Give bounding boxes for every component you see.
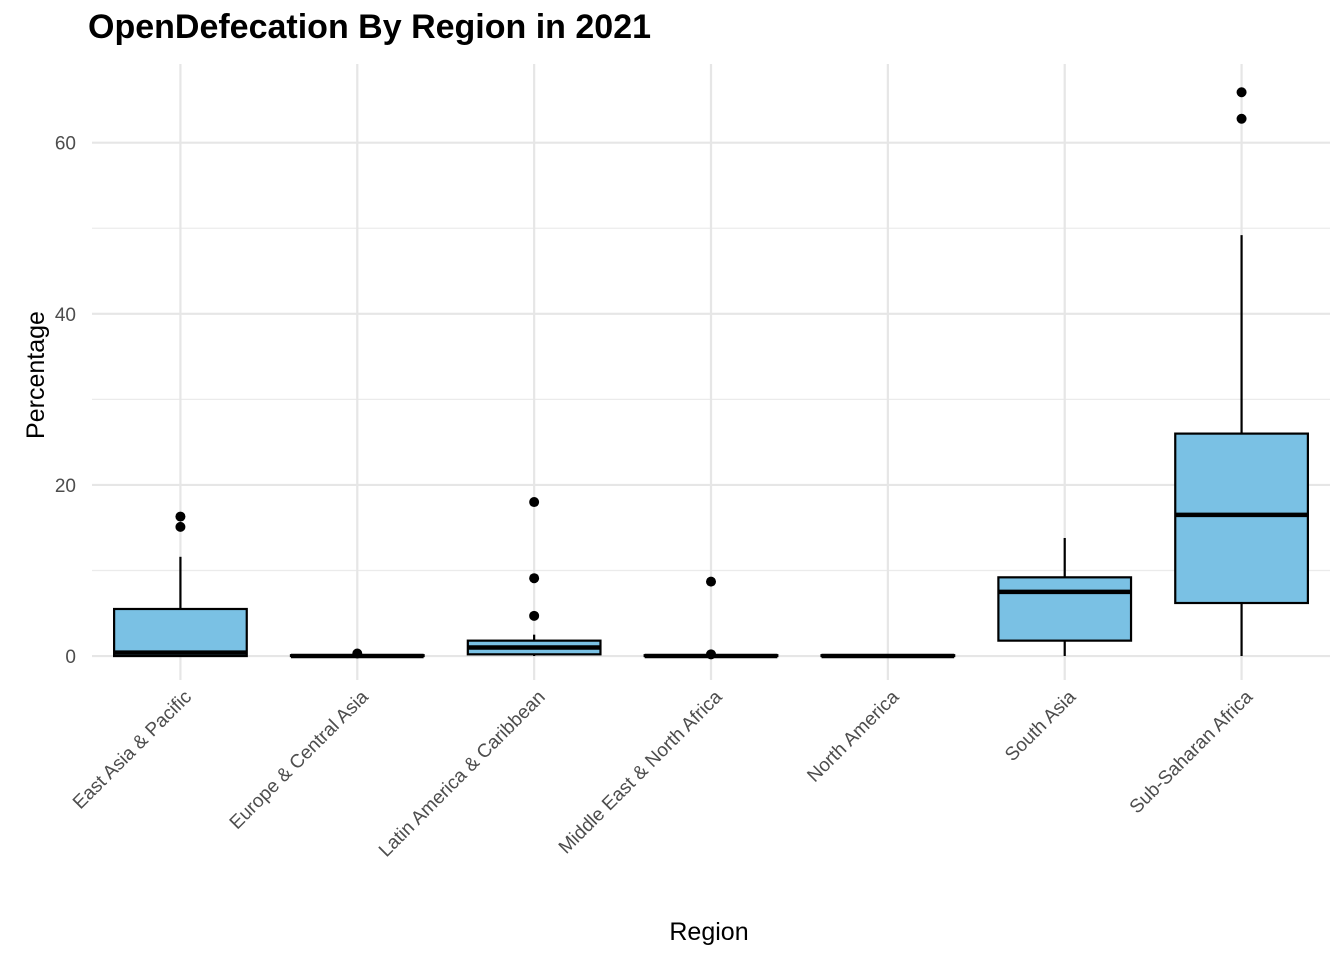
box-3 [466, 497, 602, 657]
outlier-point [706, 576, 716, 587]
y-tick-label: 0 [65, 647, 76, 668]
box-1 [113, 511, 248, 658]
outlier-point [1236, 113, 1247, 124]
x-tick-label: East Asia & Pacific [69, 687, 196, 814]
outlier-point [529, 497, 540, 508]
iqr-box [997, 576, 1133, 642]
y-tick-label: 40 [55, 305, 76, 326]
outlier-point [175, 511, 186, 522]
tick-layer: 0 20 40 60 East Asia & Pacific Europe & Centr… [55, 134, 1258, 862]
box-5 [820, 653, 956, 659]
x-tick-label: Europe & Central Asia [226, 686, 373, 833]
x-tick-label: North America [803, 686, 903, 786]
y-axis-title: Percentage [22, 311, 50, 439]
outlier-point [352, 648, 363, 659]
box-layer [113, 87, 1309, 660]
x-axis-title: Region [669, 918, 748, 946]
outlier-point [529, 573, 540, 584]
iqr-box [1174, 432, 1309, 605]
outlier-point [529, 610, 540, 621]
y-tick-label: 60 [55, 134, 76, 155]
grid-layer [92, 64, 1330, 680]
outlier-point [175, 521, 186, 532]
x-tick-label: Latin America & Caribbean [375, 687, 550, 862]
x-tick-label: Middle East & North Africa [555, 686, 727, 858]
iqr-box [113, 607, 248, 658]
box-2 [289, 648, 425, 659]
y-tick-label: 20 [55, 476, 76, 497]
box-7 [1174, 87, 1309, 657]
x-tick-label: South Asia [1001, 686, 1080, 765]
x-tick-label: Sub-Saharan Africa [1126, 686, 1258, 818]
box-6 [997, 537, 1133, 657]
chart-title: OpenDefecation By Region in 2021 [88, 8, 652, 46]
outlier-point [1236, 87, 1247, 98]
outlier-point [706, 649, 716, 660]
box-4 [643, 576, 779, 660]
